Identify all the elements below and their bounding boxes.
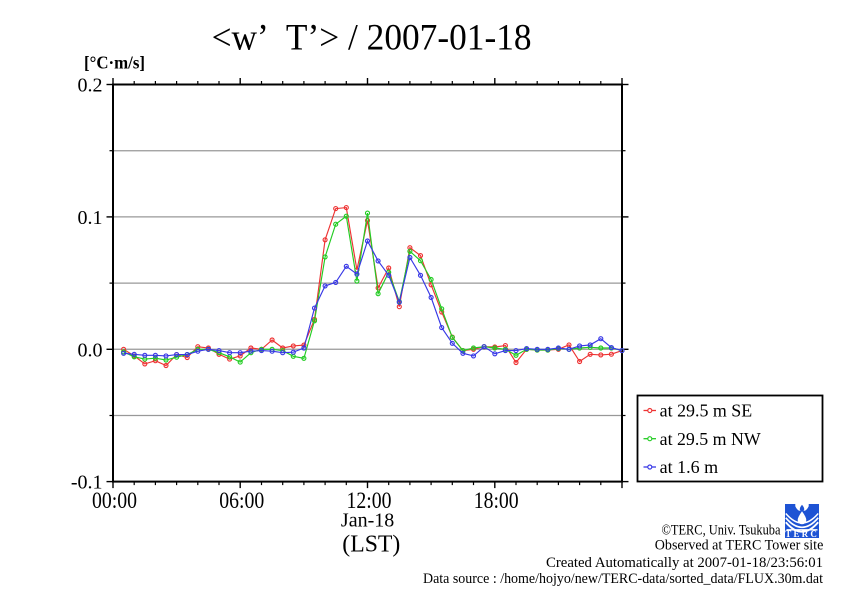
svg-text:18:00: 18:00 <box>474 488 519 513</box>
svg-text:00:00: 00:00 <box>92 488 137 513</box>
svg-text:(LST): (LST) <box>342 532 400 558</box>
svg-text:at 29.5 m NW: at 29.5 m NW <box>660 429 761 449</box>
svg-text:0.2: 0.2 <box>78 75 103 97</box>
svg-text:0.1: 0.1 <box>78 207 103 229</box>
svg-text:Jan-18: Jan-18 <box>341 510 394 532</box>
svg-text:Data source : /home/hojyo/new/: Data source : /home/hojyo/new/TERC-data/… <box>423 571 824 587</box>
svg-text:[°C·m/s]: [°C·m/s] <box>84 53 145 73</box>
svg-text:Created Automatically at 2007-: Created Automatically at 2007-01-18/23:5… <box>546 555 823 571</box>
svg-text:©TERC, Univ. Tsukuba: ©TERC, Univ. Tsukuba <box>662 523 781 539</box>
svg-text:-0.1: -0.1 <box>71 472 103 494</box>
svg-text:<w’ T’> / 2007-01-18: <w’ T’> / 2007-01-18 <box>212 18 532 59</box>
svg-text:06:00: 06:00 <box>219 488 264 513</box>
svg-text:Observed at TERC Tower site: Observed at TERC Tower site <box>655 538 824 554</box>
svg-text:at 1.6 m: at 1.6 m <box>660 457 719 477</box>
svg-text:12:00: 12:00 <box>347 488 392 513</box>
svg-text:at 29.5 m SE: at 29.5 m SE <box>660 401 753 421</box>
svg-text:0.0: 0.0 <box>78 339 103 361</box>
svg-text:TERC: TERC <box>785 529 819 539</box>
